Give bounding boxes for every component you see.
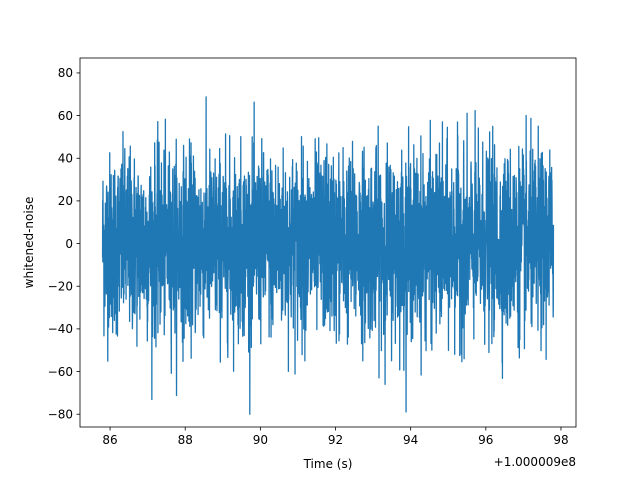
y-tick-label: 60 [58,109,73,123]
y-ticks: −80 −60 −40 −20 0 20 40 60 80 [48,66,80,422]
x-ticks: 86 88 90 92 94 96 98 [102,427,569,447]
series-group [101,96,555,415]
y-tick-label: −60 [48,365,73,379]
x-tick-label: 98 [553,433,568,447]
x-axis-label: Time (s) [303,457,353,471]
y-tick-label: 0 [65,237,73,251]
y-tick-label: 80 [58,66,73,80]
y-tick-label: −20 [48,280,73,294]
x-offset-label: +1.000009e8 [494,455,576,469]
y-tick-label: 20 [58,194,73,208]
x-tick-label: 88 [178,433,193,447]
x-tick-label: 86 [102,433,117,447]
x-tick-label: 90 [253,433,268,447]
y-tick-label: −80 [48,408,73,422]
y-tick-label: 40 [58,152,73,166]
x-tick-label: 96 [478,433,493,447]
y-tick-label: −40 [48,322,73,336]
x-tick-label: 94 [403,433,418,447]
x-tick-label: 92 [328,433,343,447]
plot-frame [79,57,577,428]
y-axis-label: whitened-noise [22,197,36,289]
series-line [101,96,555,415]
